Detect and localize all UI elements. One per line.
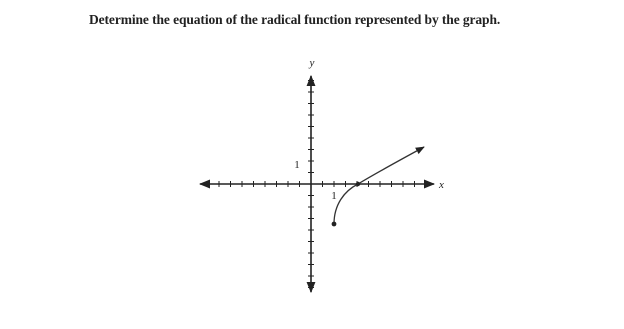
y-tick-label: 1 xyxy=(294,159,300,171)
x-tick-label: 1 xyxy=(331,190,337,202)
x-axis-label: x xyxy=(438,179,444,191)
x-intercept xyxy=(355,181,361,187)
y-axis-label: y xyxy=(309,57,315,69)
question: Determine the equation of the radical fu… xyxy=(89,12,501,27)
endpoint xyxy=(331,221,337,227)
curve xyxy=(333,146,425,225)
